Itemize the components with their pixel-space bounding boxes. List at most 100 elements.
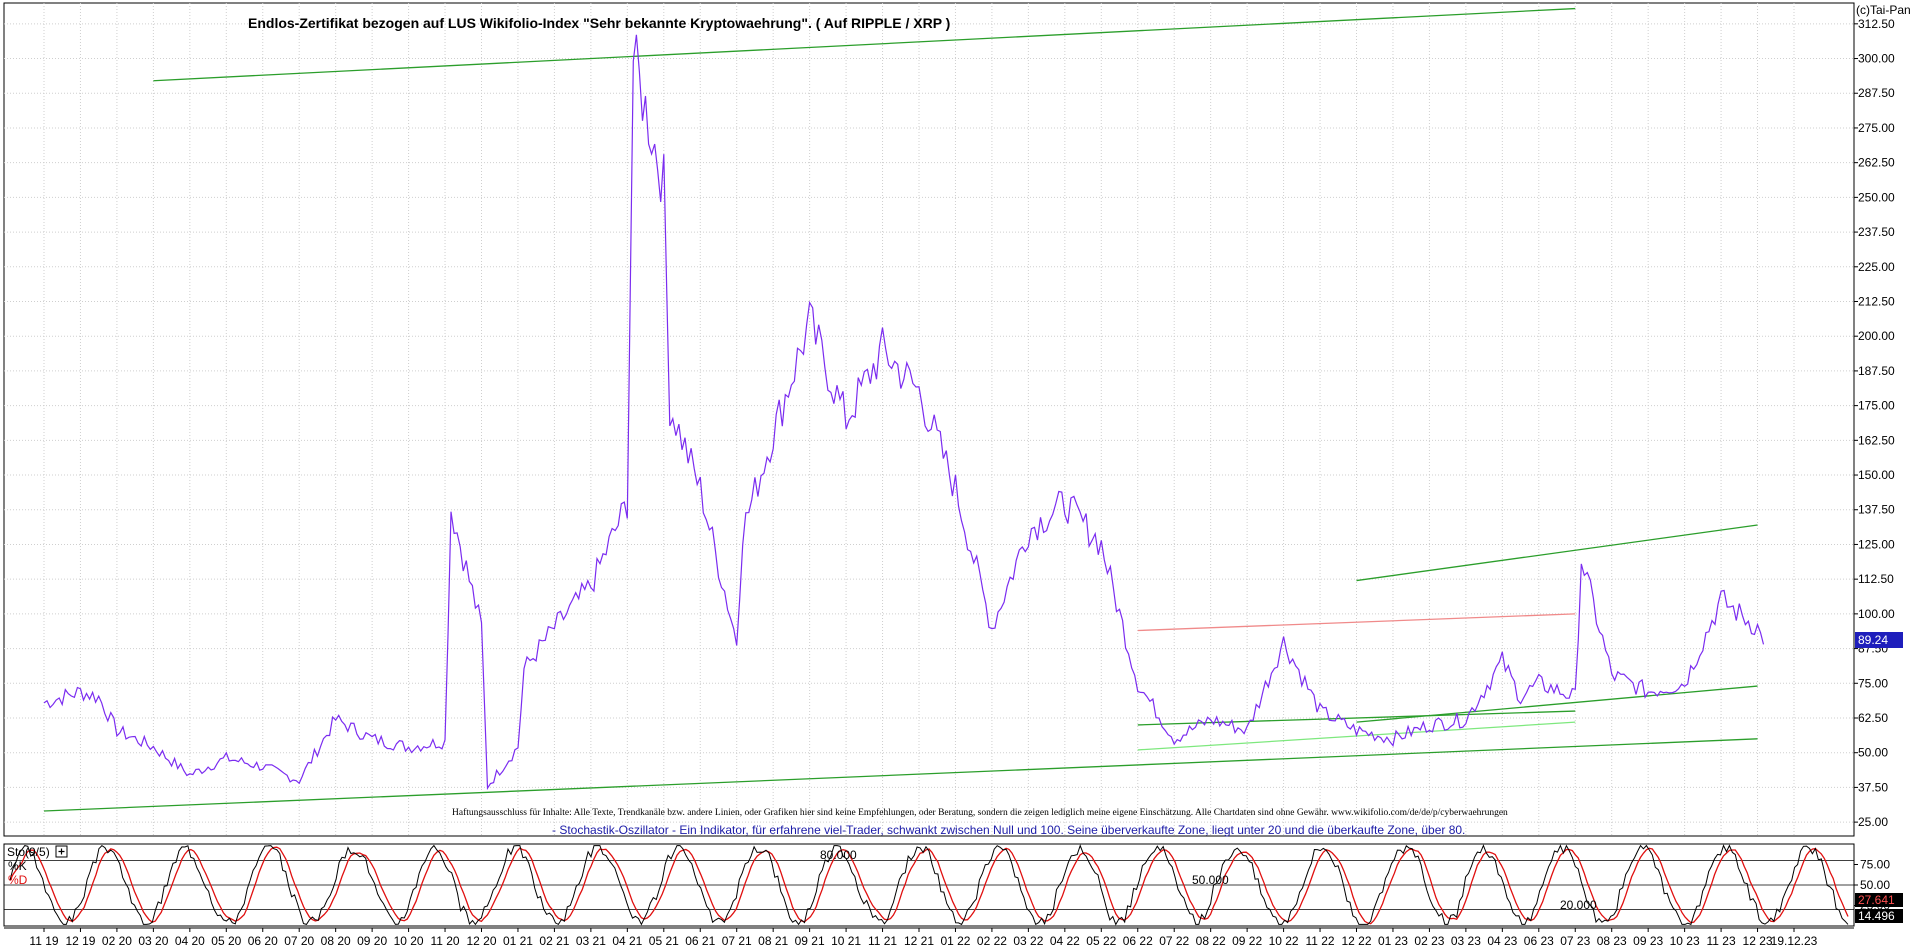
x-tick-label: 10 20 [394,934,424,948]
y-tick-label: 162.50 [1858,433,1895,447]
y-tick-label: 287.50 [1858,86,1895,100]
x-tick-label: 01 22 [940,934,970,948]
x-tick-label: 03 20 [138,934,168,948]
d-last-value: 14.496 [1858,909,1895,923]
x-tick-label: 04 22 [1050,934,1080,948]
y-tick-label: 25.00 [1858,815,1888,829]
x-tick-label: 09 21 [795,934,825,948]
price-panel-frame [3,2,1855,837]
d-last-box [1855,909,1903,923]
x-tick-label: 06 22 [1123,934,1153,948]
stochastic-k-line [9,844,1849,926]
x-tick-label: 08 21 [758,934,788,948]
x-tick-label: 07 21 [722,934,752,948]
x-tick-label: 12 20 [466,934,496,948]
x-tick-label: 09 23 [1633,934,1663,948]
price-panel: 312.50 300.00 287.50 275.00 262.50 250.00 237.… [3,2,1911,837]
x-tick-label: 10 23 [1670,934,1700,948]
x-tick-label: 11 21 [868,934,897,948]
y-tick-label: 225.00 [1858,260,1895,274]
trendline [1137,613,1576,632]
k-last-box [1855,893,1903,907]
legend-k: %K [8,859,27,873]
level-80-label: 80.000 [820,848,857,862]
y-tick-label: 125.00 [1858,537,1895,551]
y-tick-label: 300.00 [1858,52,1895,66]
x-tick-label: 07 20 [284,934,314,948]
x-tick-label: 19.12.23 [1771,934,1818,948]
last-price-label: 89.24 [1855,632,1903,648]
x-tick-label: 11 22 [1305,934,1334,948]
x-tick-label: 01 21 [503,934,533,948]
trendline [43,738,1758,812]
x-tick-label: 02 21 [539,934,569,948]
y-tick-label: 100.00 [1858,607,1895,621]
level-20-label: 20.000 [1560,898,1597,912]
price-y-axis: 312.50 300.00 287.50 275.00 262.50 250.00 237.… [1854,17,1895,829]
x-tick-label: 11 20 [430,934,459,948]
y-tick-label: 137.50 [1858,503,1895,517]
trendline [1356,524,1758,582]
x-tick-label: 10 21 [831,934,861,948]
y-tick-label: 75.00 [1860,858,1890,872]
disclaimer-text: Haftungsausschluss für Inhalte: Alle Tex… [452,807,1508,818]
price-series-line [43,34,1765,791]
last-price-box [1855,632,1903,648]
level-50-label: 50.000 [1192,873,1229,887]
x-tick-label: 02 23 [1414,934,1444,948]
x-tick-label: 03 21 [576,934,606,948]
x-tick-label: 04 21 [612,934,642,948]
y-tick-label: 212.50 [1858,294,1895,308]
copyright-label: (c)Tai-Pan [1856,3,1911,17]
x-tick-label: 06 21 [685,934,715,948]
x-tick-label: 09 22 [1232,934,1262,948]
y-tick-label: 262.50 [1858,156,1895,170]
x-tick-label: 12 21 [904,934,934,948]
trendline [153,7,1576,82]
y-tick-label: 275.00 [1858,121,1895,135]
y-tick-label: 37.50 [1858,780,1888,794]
trendline [1137,710,1576,726]
y-tick-label: 50.00 [1860,878,1890,892]
x-tick-label: 01 23 [1378,934,1408,948]
x-tick-label: 07 23 [1560,934,1590,948]
y-tick-label: 312.50 [1858,17,1895,31]
x-tick-label: 05 22 [1086,934,1116,948]
x-tick-label: 02 20 [102,934,132,948]
x-tick-label: 10 22 [1269,934,1299,948]
x-tick-label: 04 23 [1487,934,1517,948]
chart-title: Endlos-Zertifikat bezogen auf LUS Wikifo… [248,15,950,31]
trendlines [43,7,1758,812]
x-tick-label: 08 22 [1196,934,1226,948]
y-tick-label: 75.00 [1858,676,1888,690]
k-last-value: 27.641 [1858,893,1895,907]
stochastic-grid [4,860,1854,910]
x-tick-label: 06 20 [248,934,278,948]
y-tick-label: 150.00 [1858,468,1895,482]
x-tick-label: 12 19 [65,934,95,948]
stochastic-d-line [9,846,1849,925]
y-tick-label: 237.50 [1858,225,1895,239]
x-axis: 11 19 12 19 02 20 03 20 04 20 05 20 06 20 07 20… [4,927,1854,948]
last-price-value: 89.24 [1858,633,1888,647]
price-grid [4,3,1854,836]
y-tick-label: 200.00 [1858,329,1895,343]
oscillator-note: - Stochastik-Oszillator - Ein Indikator,… [552,823,1465,837]
x-tick-label: 11 19 [29,934,58,948]
y-tick-label: 250.00 [1858,190,1895,204]
y-tick-label: 62.50 [1858,711,1888,725]
x-tick-label: 05 20 [211,934,241,948]
x-tick-label: 05 21 [649,934,679,948]
x-tick-label: 03 23 [1451,934,1481,948]
x-tick-label: 09 20 [357,934,387,948]
y-tick-label: 112.50 [1858,572,1894,586]
x-tick-label: 12 22 [1341,934,1371,948]
x-tick-label: 03 22 [1013,934,1043,948]
x-tick-label: 08 20 [321,934,351,948]
x-tick-label: 04 20 [175,934,205,948]
stochastic-title: Sto(9/5) [7,845,50,859]
x-tick-label: 11 23 [1707,934,1736,948]
